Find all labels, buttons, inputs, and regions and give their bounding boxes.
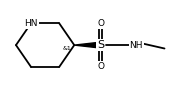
Text: NH: NH (130, 41, 143, 50)
Text: O: O (97, 19, 104, 28)
Text: S: S (97, 40, 104, 50)
Polygon shape (74, 42, 98, 48)
Text: HN: HN (24, 19, 38, 28)
Text: &1: &1 (62, 46, 71, 51)
Text: O: O (97, 62, 104, 71)
